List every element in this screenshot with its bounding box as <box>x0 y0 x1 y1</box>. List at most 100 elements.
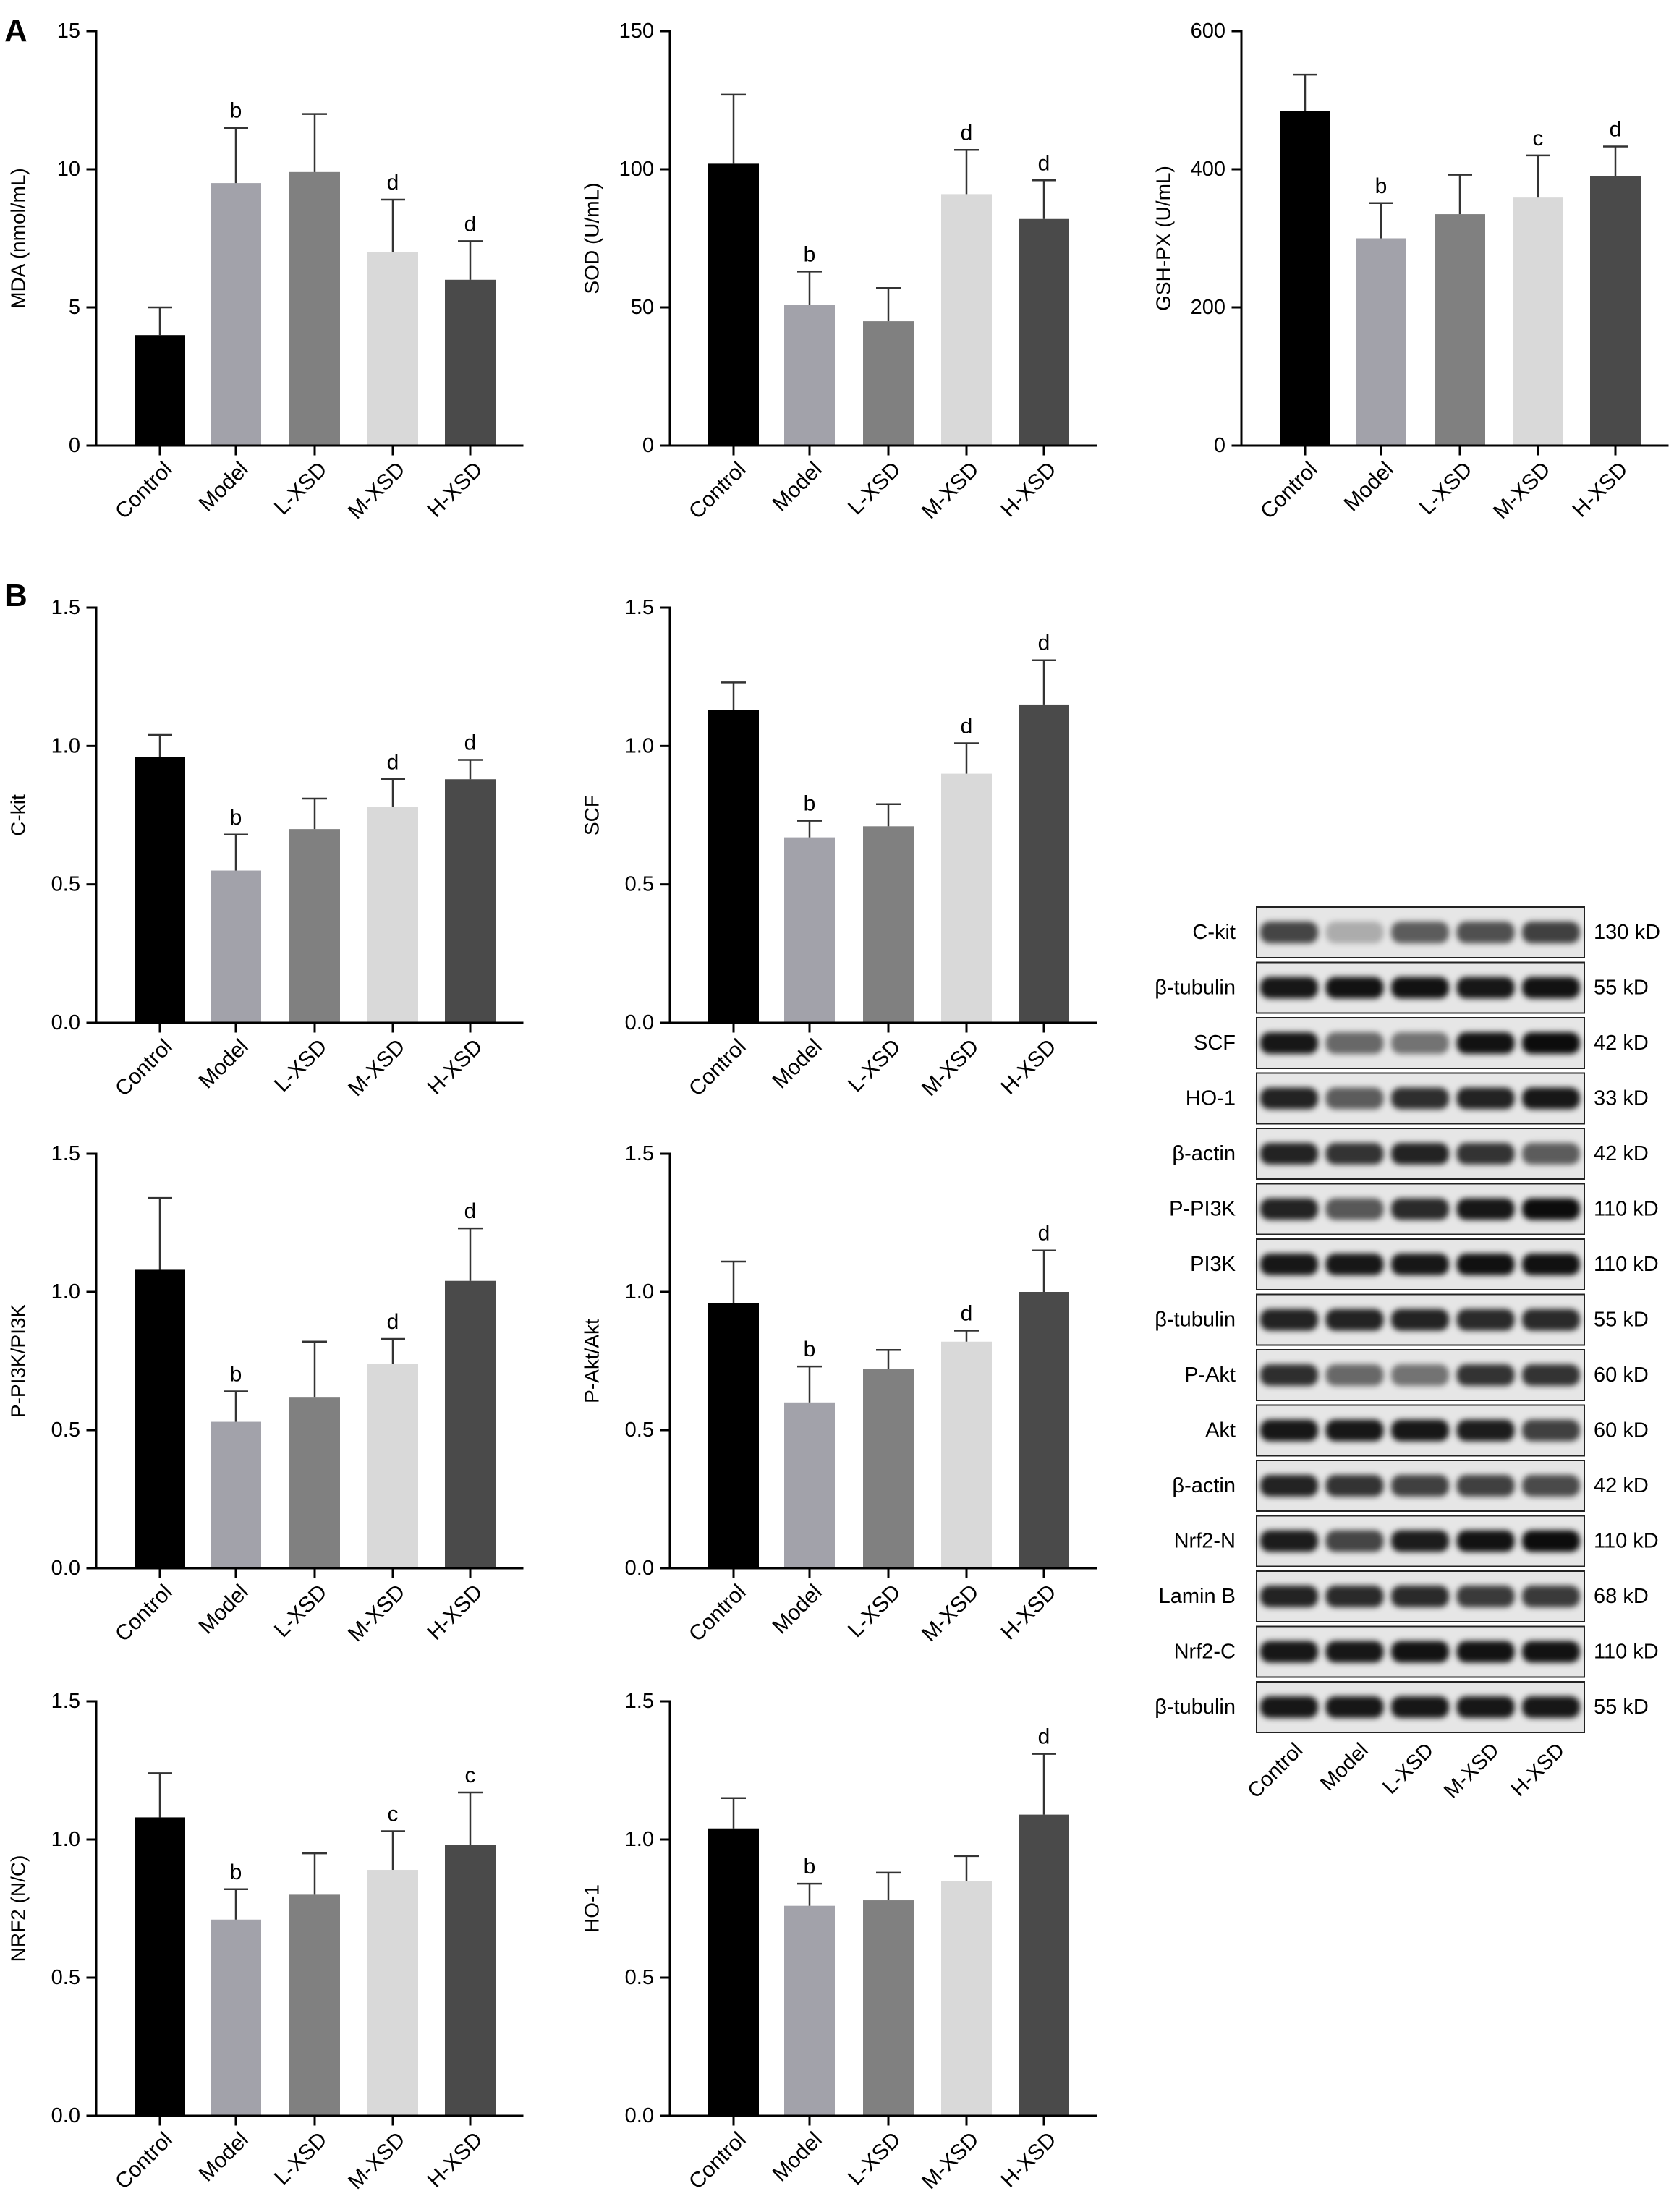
molecular-weight-label: 55 kD <box>1594 1309 1649 1332</box>
x-tick-label: Control <box>684 457 751 524</box>
x-tick-label: Control <box>111 1580 177 1646</box>
x-tick-label: L-XSD <box>844 2127 906 2190</box>
band-model <box>1325 1087 1384 1110</box>
protein-label: β-tubulin <box>1155 977 1236 1000</box>
x-tick-label: Control <box>684 2127 751 2194</box>
blot-row-scf: SCF 42 kD <box>1194 1017 1649 1069</box>
protein-label: P-PI3K <box>1169 1198 1236 1221</box>
band-l-xsd <box>1391 1641 1449 1663</box>
bar-h-xsd <box>1019 1814 1069 2116</box>
y-tick-label: 1.5 <box>625 1690 654 1713</box>
band-control <box>1260 1530 1318 1552</box>
x-tick-label: M-XSD <box>344 2127 410 2194</box>
y-tick-label: 0.5 <box>51 873 80 896</box>
molecular-weight-label: 60 kD <box>1594 1419 1649 1442</box>
significance-label: b <box>230 99 242 123</box>
blot-row-beta-actin: β-actin 42 kD <box>1172 1128 1649 1180</box>
band-h-xsd <box>1522 1641 1580 1663</box>
blot-row-nrf2-c: Nrf2-C 110 kD <box>1174 1625 1659 1678</box>
panel-label-b: B <box>4 578 27 613</box>
x-tick-label: Control <box>111 2127 177 2194</box>
band-model <box>1325 1309 1384 1331</box>
bar-chart-scf: Control b Model L-XSD d M-XSD d H-XSD 0.0 0.5 1.0 1… <box>581 596 1097 1101</box>
band-l-xsd <box>1391 1696 1449 1718</box>
protein-label: P-Akt <box>1184 1364 1236 1387</box>
band-h-xsd <box>1522 1254 1580 1275</box>
bar-l-xsd <box>289 829 340 1023</box>
x-tick-label: M-XSD <box>917 1580 984 1646</box>
blot-row-pi3k: PI3K 110 kD <box>1190 1238 1659 1290</box>
band-model <box>1325 922 1384 943</box>
y-tick-label: 10 <box>57 158 80 181</box>
bar-model <box>211 183 261 446</box>
x-tick-label: Control <box>1256 457 1322 524</box>
band-m-xsd <box>1456 1475 1515 1497</box>
band-l-xsd <box>1391 1309 1449 1331</box>
protein-label: SCF <box>1194 1031 1236 1055</box>
band-l-xsd <box>1391 1087 1449 1110</box>
molecular-weight-label: 42 kD <box>1594 1031 1649 1055</box>
bar-chart-nrf2-n-c: Control b Model L-XSD c M-XSD c H-XSD 0.0 0.5 1.0 1… <box>7 1690 524 2194</box>
molecular-weight-label: 42 kD <box>1594 1474 1649 1497</box>
band-model <box>1325 1530 1384 1552</box>
y-tick-label: 1.0 <box>625 1280 654 1303</box>
bar-h-xsd <box>1019 1292 1069 1568</box>
significance-label: d <box>1038 151 1050 175</box>
y-tick-label: 0.0 <box>625 1557 654 1580</box>
x-tick-label: L-XSD <box>270 457 332 519</box>
y-tick-label: 0.0 <box>51 1011 80 1034</box>
y-axis-label: P-Akt/Akt <box>581 1319 603 1403</box>
x-tick-label: Control <box>111 457 177 524</box>
bar-control <box>1280 111 1330 446</box>
x-tick-label: Model <box>1340 457 1398 516</box>
y-tick-label: 0.5 <box>625 1418 654 1442</box>
bar-h-xsd <box>1590 176 1641 446</box>
x-tick-label: H-XSD <box>422 1034 487 1099</box>
significance-label: d <box>1038 1725 1050 1749</box>
y-axis-label: NRF2 (N/C) <box>7 1855 30 1962</box>
y-tick-label: 15 <box>57 20 80 43</box>
blot-row-beta-actin: β-actin 42 kD <box>1172 1460 1649 1512</box>
y-tick-label: 0.0 <box>51 2104 80 2127</box>
y-tick-label: 600 <box>1191 20 1225 43</box>
lane-label: Model <box>1316 1739 1372 1795</box>
blot-row-beta-tubulin: β-tubulin 55 kD <box>1155 1293 1649 1346</box>
band-h-xsd <box>1522 1309 1580 1331</box>
band-control <box>1260 1254 1318 1275</box>
molecular-weight-label: 110 kD <box>1594 1530 1659 1553</box>
bar-m-xsd <box>367 807 418 1023</box>
protein-label: β-tubulin <box>1155 1309 1236 1332</box>
bar-l-xsd <box>289 1397 340 1568</box>
molecular-weight-label: 110 kD <box>1594 1198 1659 1221</box>
band-h-xsd <box>1522 977 1580 999</box>
bar-model <box>1356 238 1406 446</box>
y-tick-label: 1.5 <box>51 1142 80 1165</box>
bar-chart-p-akt-akt: Control b Model L-XSD d M-XSD d H-XSD 0.0 0.5 1.0 1… <box>581 1142 1097 1646</box>
y-tick-label: 1.5 <box>51 596 80 619</box>
x-tick-label: L-XSD <box>270 2127 332 2190</box>
y-axis-label: P-PI3K/PI3K <box>7 1304 30 1418</box>
band-control <box>1260 1419 1318 1442</box>
significance-label: d <box>387 171 399 195</box>
bar-l-xsd <box>289 1894 340 2116</box>
x-tick-label: H-XSD <box>996 457 1061 522</box>
significance-label: b <box>1375 174 1388 198</box>
band-h-xsd <box>1522 1198 1580 1220</box>
significance-label: b <box>804 1337 816 1361</box>
band-control <box>1260 977 1318 999</box>
y-tick-label: 0.5 <box>625 1966 654 1989</box>
bar-model <box>784 837 835 1023</box>
western-blot: C-kit 130 kD β-tubulin 55 kD SCF 42 kD HO-1 33 … <box>1155 906 1660 1803</box>
x-tick-label: L-XSD <box>270 1034 332 1097</box>
band-m-xsd <box>1456 1198 1515 1220</box>
x-tick-label: M-XSD <box>917 2127 984 2194</box>
y-axis-label: SCF <box>581 795 603 835</box>
band-l-xsd <box>1391 1143 1449 1165</box>
y-tick-label: 1.0 <box>625 734 654 757</box>
y-tick-label: 100 <box>619 158 654 181</box>
x-tick-label: H-XSD <box>996 1580 1061 1644</box>
band-model <box>1325 1254 1384 1275</box>
y-tick-label: 0 <box>69 434 80 457</box>
significance-label: b <box>804 1855 816 1879</box>
band-m-xsd <box>1456 977 1515 999</box>
